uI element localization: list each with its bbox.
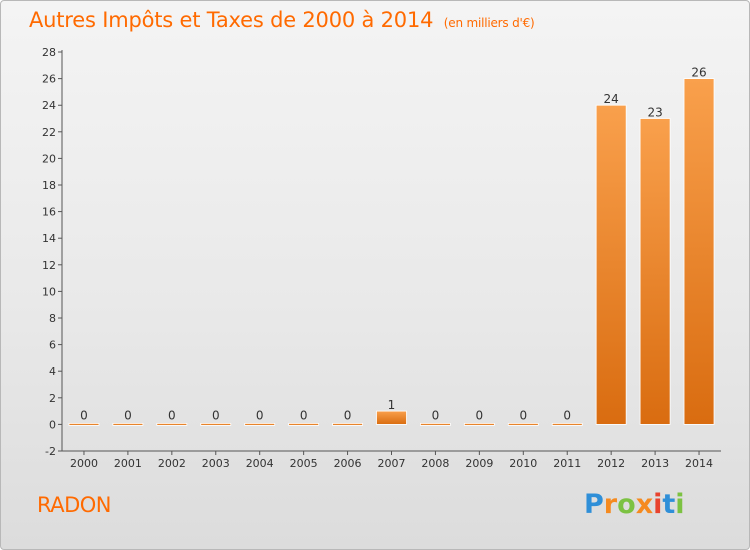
bar <box>463 422 495 426</box>
x-tick-label: 2003 <box>202 457 230 470</box>
x-tick-label: 2004 <box>246 457 274 470</box>
bar <box>156 422 188 426</box>
data-label: 0 <box>563 408 571 422</box>
x-tick-label: 2002 <box>158 457 186 470</box>
y-tick-label: 14 <box>42 232 56 245</box>
data-label: 23 <box>647 106 662 120</box>
proxiti-logo: Proxiti <box>584 489 685 520</box>
x-tick-label: 2013 <box>641 457 669 470</box>
bar <box>639 118 671 425</box>
bar <box>200 422 232 426</box>
y-tick-label: 26 <box>42 73 56 86</box>
data-label: 26 <box>691 66 706 80</box>
x-tick-label: 2005 <box>290 457 318 470</box>
x-tick-label: 2009 <box>465 457 493 470</box>
logo-letter: t <box>662 489 676 520</box>
chart-title-text: Autres Impôts et Taxes de 2000 à 2014 <box>29 8 434 32</box>
y-tick-label: 22 <box>42 126 56 139</box>
bar <box>288 422 320 426</box>
data-label: 0 <box>476 408 484 422</box>
data-label: 0 <box>344 408 352 422</box>
y-tick-label: 24 <box>42 99 56 112</box>
y-tick-label: 18 <box>42 179 56 192</box>
logo-letter: o <box>617 489 636 520</box>
x-tick-label: 2008 <box>421 457 449 470</box>
y-tick-label: 28 <box>42 46 56 59</box>
y-tick-label: 2 <box>49 392 56 405</box>
y-tick-label: 12 <box>42 259 56 272</box>
data-label: 0 <box>80 408 88 422</box>
data-label: 24 <box>604 92 619 106</box>
bar <box>376 410 407 425</box>
bar <box>683 78 715 425</box>
logo-letter: i <box>675 489 685 520</box>
x-tick-label: 2006 <box>334 457 362 470</box>
bar <box>507 422 539 426</box>
bar <box>68 422 100 426</box>
chart-title: Autres Impôts et Taxes de 2000 à 2014 (e… <box>29 8 535 32</box>
bar <box>595 104 627 425</box>
y-tick-label: 16 <box>42 206 56 219</box>
data-label: 0 <box>124 408 132 422</box>
x-tick-label: 2001 <box>114 457 142 470</box>
y-tick-label: 10 <box>42 285 56 298</box>
bar <box>244 422 276 426</box>
logo-letter: r <box>603 489 618 520</box>
bar <box>551 422 583 426</box>
data-label: 0 <box>432 408 440 422</box>
x-tick-label: 2014 <box>685 457 713 470</box>
data-label: 0 <box>519 408 527 422</box>
y-tick-label: 4 <box>49 365 56 378</box>
x-tick-label: 2011 <box>553 457 581 470</box>
y-tick-label: 6 <box>49 339 56 352</box>
y-tick-label: 0 <box>49 418 56 431</box>
data-label: 0 <box>168 408 176 422</box>
y-tick-label: -2 <box>45 445 56 458</box>
chart-subtitle: (en milliers d'€) <box>443 16 535 30</box>
data-label: 0 <box>212 408 220 422</box>
data-label: 0 <box>300 408 308 422</box>
bar <box>332 422 363 426</box>
place-name: RADON <box>37 493 112 517</box>
logo-letter: x <box>635 489 654 520</box>
logo-letter: i <box>653 489 663 520</box>
y-tick-label: 20 <box>42 152 56 165</box>
bar <box>112 422 144 426</box>
data-label: 0 <box>256 408 264 422</box>
bar <box>420 422 451 426</box>
x-tick-label: 2000 <box>70 457 98 470</box>
data-label: 1 <box>388 398 396 412</box>
x-tick-label: 2012 <box>597 457 625 470</box>
x-tick-label: 2007 <box>378 457 406 470</box>
logo-letter: P <box>584 489 604 520</box>
y-tick-label: 8 <box>49 312 56 325</box>
x-tick-label: 2010 <box>509 457 537 470</box>
